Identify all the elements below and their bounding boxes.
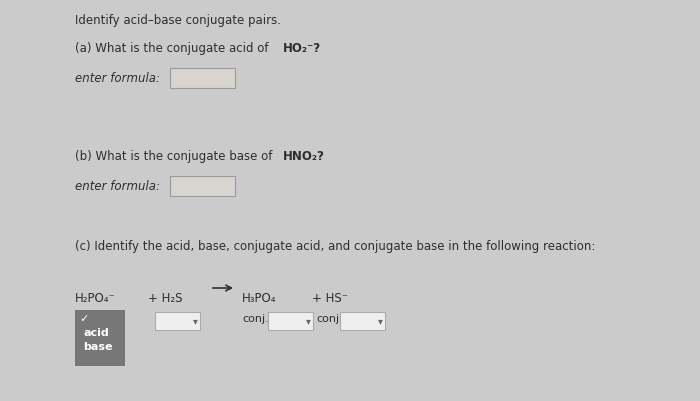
Text: enter formula:: enter formula: xyxy=(75,72,160,85)
FancyBboxPatch shape xyxy=(155,312,200,330)
Text: (a) What is the conjugate acid of: (a) What is the conjugate acid of xyxy=(75,42,272,55)
Text: H₂PO₄⁻: H₂PO₄⁻ xyxy=(75,292,116,305)
FancyBboxPatch shape xyxy=(170,68,235,88)
Text: base: base xyxy=(83,342,113,352)
FancyBboxPatch shape xyxy=(268,312,313,330)
Text: H₃PO₄: H₃PO₄ xyxy=(242,292,276,305)
Text: ▾: ▾ xyxy=(378,316,383,326)
FancyBboxPatch shape xyxy=(75,310,125,366)
Text: enter formula:: enter formula: xyxy=(75,180,160,193)
Text: ▾: ▾ xyxy=(193,316,198,326)
Text: Identify acid–base conjugate pairs.: Identify acid–base conjugate pairs. xyxy=(75,14,281,27)
Text: HO₂⁻?: HO₂⁻? xyxy=(283,42,321,55)
Text: + H₂S: + H₂S xyxy=(148,292,183,305)
Text: + HS⁻: + HS⁻ xyxy=(312,292,348,305)
Text: conj.: conj. xyxy=(242,314,269,324)
Text: (c) Identify the acid, base, conjugate acid, and conjugate base in the following: (c) Identify the acid, base, conjugate a… xyxy=(75,240,596,253)
Text: ▾: ▾ xyxy=(306,316,311,326)
Text: conj.: conj. xyxy=(316,314,343,324)
FancyBboxPatch shape xyxy=(170,176,235,196)
FancyBboxPatch shape xyxy=(340,312,385,330)
Text: HNO₂?: HNO₂? xyxy=(283,150,325,163)
Text: acid: acid xyxy=(83,328,108,338)
Text: ✓: ✓ xyxy=(79,314,88,324)
Text: (b) What is the conjugate base of: (b) What is the conjugate base of xyxy=(75,150,276,163)
